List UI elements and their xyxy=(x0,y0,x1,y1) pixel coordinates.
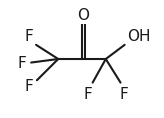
Text: F: F xyxy=(18,56,27,71)
Text: OH: OH xyxy=(127,29,150,44)
Text: O: O xyxy=(77,8,90,23)
Text: F: F xyxy=(120,87,129,102)
Text: F: F xyxy=(84,87,93,102)
Text: F: F xyxy=(24,29,33,44)
Text: F: F xyxy=(24,79,33,94)
